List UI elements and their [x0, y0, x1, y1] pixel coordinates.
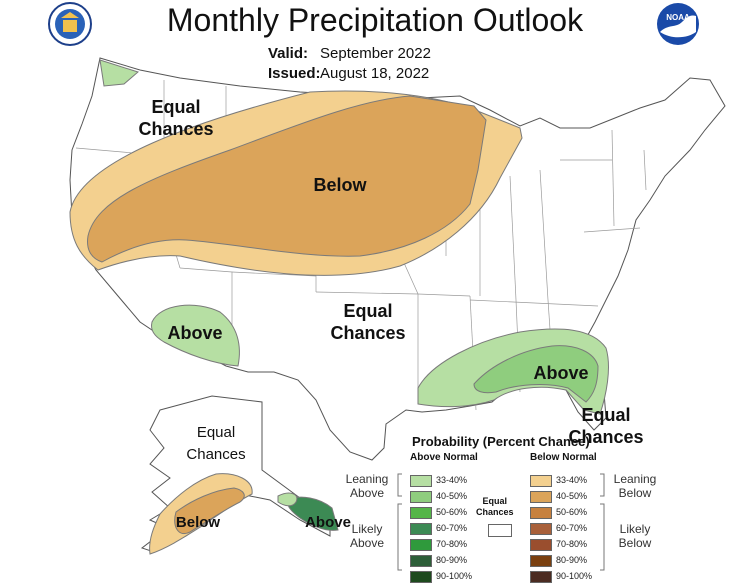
legend-below-row-2: 50-60%: [530, 506, 588, 519]
legend-above-swatch-4: [410, 538, 432, 551]
legend-below-header: Below Normal: [530, 452, 597, 463]
legend-below-row-5: 80-90%: [530, 554, 588, 567]
legend-below-swatch-2: [530, 506, 552, 519]
issued-label: Issued:: [268, 65, 321, 82]
valid-label: Valid:: [268, 45, 309, 62]
page-title: Monthly Precipitation Outlook: [166, 2, 584, 38]
alaska-above-leaning-region: [277, 492, 298, 507]
legend-above-range-5: 80-90%: [436, 555, 468, 565]
legend-above-swatch-1: [410, 490, 432, 503]
legend-below-swatch-6: [530, 570, 552, 583]
below-40-50-region: [87, 95, 487, 263]
legend-likely-below: Likely Below: [618, 522, 652, 550]
legend-above-row-5: 80-90%: [410, 554, 468, 567]
legend-below-range-1: 40-50%: [556, 491, 588, 501]
legend-below-swatch-0: [530, 474, 552, 487]
legend-above-row-0: 33-40%: [410, 474, 468, 487]
legend-above-row-4: 70-80%: [410, 538, 468, 551]
label-florida-equal-chances: Equal Chances: [568, 405, 644, 447]
label-above-southeast: Above: [533, 363, 589, 383]
legend-above-row-2: 50-60%: [410, 506, 468, 519]
legend-above-range-4: 70-80%: [436, 539, 468, 549]
label-central-equal-chances: Equal Chances: [330, 301, 406, 343]
legend-above-range-3: 60-70%: [436, 523, 468, 533]
legend-likely-above: Likely Above: [349, 522, 385, 550]
legend-equal-chances-swatch: [488, 524, 512, 537]
legend-below-row-0: 33-40%: [530, 474, 588, 487]
legend-above-swatch-0: [410, 474, 432, 487]
label-west-equal-chances: Equal Chances: [138, 97, 214, 139]
legend-below-swatch-4: [530, 538, 552, 551]
legend-below-range-4: 70-80%: [556, 539, 588, 549]
legend-below-row-3: 60-70%: [530, 522, 588, 535]
legend-below-swatch-1: [530, 490, 552, 503]
legend-title: Probability (Percent Chance): [412, 434, 590, 449]
legend-below-row-4: 70-80%: [530, 538, 588, 551]
legend-below-row-6: 90-100%: [530, 570, 593, 583]
legend-above-range-0: 33-40%: [436, 475, 468, 485]
legend-above-range-6: 90-100%: [436, 571, 473, 581]
label-alaska-equal-chances: Equal Chances: [186, 424, 246, 463]
validity-info: Valid: September 2022 Issued:August 18, 2…: [268, 44, 431, 84]
label-alaska-above: Above: [305, 514, 351, 531]
legend-above-range-2: 50-60%: [436, 507, 468, 517]
legend-below-row-1: 40-50%: [530, 490, 588, 503]
legend-leaning-below: Leaning Below: [613, 472, 657, 500]
legend-below-swatch-5: [530, 554, 552, 567]
above-southeast-40-50-region: [473, 345, 599, 403]
label-above-southwest: Above: [167, 323, 223, 343]
legend-above-row-3: 60-70%: [410, 522, 468, 535]
legend-above-swatch-5: [410, 554, 432, 567]
legend-above-swatch-3: [410, 522, 432, 535]
department-of-commerce-seal: [48, 2, 92, 46]
legend-above-swatch-6: [410, 570, 432, 583]
legend-below-swatch-3: [530, 522, 552, 535]
legend-above-header: Above Normal: [410, 452, 478, 463]
legend-equal-chances: Equal Chances: [476, 496, 514, 517]
noaa-logo-text: NOAA: [666, 13, 690, 22]
legend-above-range-1: 40-50%: [436, 491, 468, 501]
valid-value: September 2022: [320, 45, 431, 62]
legend-above-swatch-2: [410, 506, 432, 519]
alaska-above-region: [287, 496, 339, 531]
legend-leaning-above: Leaning Above: [345, 472, 389, 500]
legend-below-range-5: 80-90%: [556, 555, 588, 565]
legend-below-range-6: 90-100%: [556, 571, 593, 581]
legend-below-range-0: 33-40%: [556, 475, 588, 485]
legend-above-row-1: 40-50%: [410, 490, 468, 503]
label-below-main: Below: [313, 175, 367, 195]
above-southwest-region: [151, 304, 240, 367]
legend-below-range-3: 60-70%: [556, 523, 588, 533]
legend-below-range-2: 50-60%: [556, 507, 588, 517]
above-northwest-region: [99, 59, 140, 87]
alaska-below-40-50-region: [174, 487, 245, 534]
noaa-logo: NOAA: [657, 3, 699, 45]
issued-value: August 18, 2022: [320, 65, 430, 82]
legend-above-row-6: 90-100%: [410, 570, 473, 583]
label-alaska-below: Below: [175, 514, 221, 531]
